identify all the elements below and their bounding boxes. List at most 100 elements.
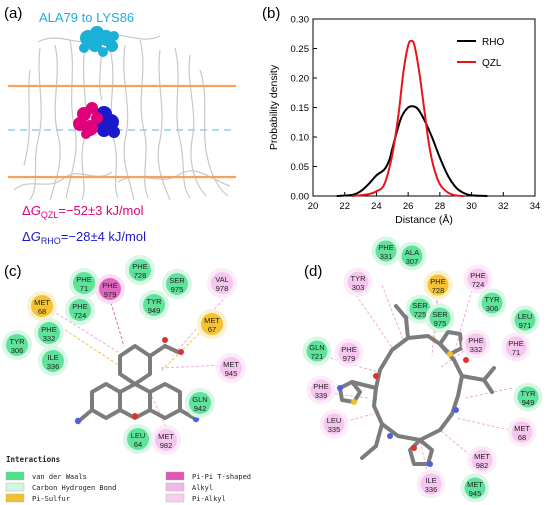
residue-name: MET: [514, 424, 530, 433]
qzl-binding-energy: ΔGQZL=−52±3 kJ/mol: [22, 203, 144, 220]
residue-number: 336: [47, 362, 60, 371]
residue-number: 979: [343, 354, 356, 363]
legend-item-pi-sulfur: Pi-Sulfur: [5, 493, 70, 503]
residue-number: 975: [171, 285, 184, 294]
residue-circle: [42, 350, 64, 372]
residue-name: SER: [169, 276, 185, 285]
residue-name: SER: [412, 301, 428, 310]
residue-name: GLN: [192, 395, 207, 404]
residue-circle: [465, 333, 487, 355]
residue-circle: [31, 295, 53, 317]
residue-name: ILE: [47, 353, 58, 362]
residue-name: MET: [467, 480, 483, 489]
residue-circle: [69, 299, 91, 321]
residue-name: PHE: [378, 243, 393, 252]
panel-b: (b) 20 22 24 26 28 30 32 34 0.00 0.05 0.10 0.15 0.20…: [262, 5, 540, 226]
residue-name: GLN: [309, 343, 324, 352]
residue-number: 982: [476, 461, 489, 470]
y-tick-label: 0.10: [291, 133, 310, 144]
y-tick-label: 0.05: [291, 162, 310, 173]
panel-d-label: (d): [304, 263, 322, 280]
panel-a-label: (a): [4, 5, 22, 22]
residue-number: 332: [470, 345, 483, 354]
residue-name: SER: [432, 310, 448, 319]
legend-color-swatch: [165, 482, 185, 492]
residue-number: 68: [518, 433, 526, 442]
residue-name: MET: [223, 360, 239, 369]
rho-binding-energy: ΔGRHO=−28±4 kJ/mol: [22, 229, 146, 246]
residue-name: TYR: [147, 297, 163, 306]
legend-color-swatch: [165, 493, 185, 503]
residue-number: 728: [134, 271, 147, 280]
residue-number: 982: [160, 441, 173, 450]
residue-circle: [99, 278, 121, 300]
panel-c-ligand-structure: [78, 344, 196, 422]
residue-circle: [338, 342, 360, 364]
residue-name: MET: [158, 432, 174, 441]
residue-circle: [220, 357, 242, 379]
residue-number: 71: [80, 284, 88, 293]
legend-item-label: Alkyl: [192, 484, 213, 492]
x-tick-label: 28: [435, 201, 446, 212]
x-tick-label: 20: [308, 201, 319, 212]
panel-d: (d): [302, 236, 543, 503]
residue-number: 971: [519, 321, 532, 330]
panel-d-macrocycle-structure: [338, 304, 496, 466]
legend-color-swatch: [5, 471, 25, 481]
residue-number: 728: [432, 286, 445, 295]
residue-number: 339: [315, 391, 328, 400]
residue-number: 949: [148, 306, 161, 315]
residue-name: LEU: [131, 431, 146, 440]
x-tick-label: 26: [403, 201, 414, 212]
residue-circle: [211, 272, 233, 294]
residue-name: PHE: [341, 345, 356, 354]
legend-color-swatch: [165, 471, 185, 481]
legend-item-label: Pi-Pi T-shaped: [192, 473, 251, 481]
y-tick-label: 0.00: [291, 192, 310, 203]
residue-circle: [127, 428, 149, 450]
residue-name: LEU: [518, 312, 533, 321]
residue-circle: [73, 272, 95, 294]
legend-item-label: Pi-Sulfur: [32, 495, 70, 503]
residue-circle: [505, 336, 527, 358]
residue-number: 721: [311, 352, 324, 361]
panel-b-label: (b): [262, 5, 280, 22]
residue-number: 307: [406, 257, 419, 266]
residue-name: PHE: [313, 382, 328, 391]
residue-circle: [409, 298, 431, 320]
residue-circle: [517, 386, 539, 408]
legend-item-carbon-hydrogen-bond: Carbon Hydrogen Bond: [5, 482, 116, 492]
y-tick-label: 0.20: [291, 74, 310, 85]
residue-circle: [514, 309, 536, 331]
residue-name: PHE: [468, 336, 483, 345]
residue-name: MET: [474, 452, 490, 461]
legend-color-swatch: [5, 493, 25, 503]
residue-name: PHE: [72, 302, 87, 311]
interactions-legend-items: van der Waals Carbon Hydrogen Bond Pi-Sulf…: [5, 471, 251, 503]
residue-number: 724: [74, 311, 87, 320]
series-line-qzl: [352, 39, 464, 197]
residue-number: 336: [425, 485, 438, 494]
